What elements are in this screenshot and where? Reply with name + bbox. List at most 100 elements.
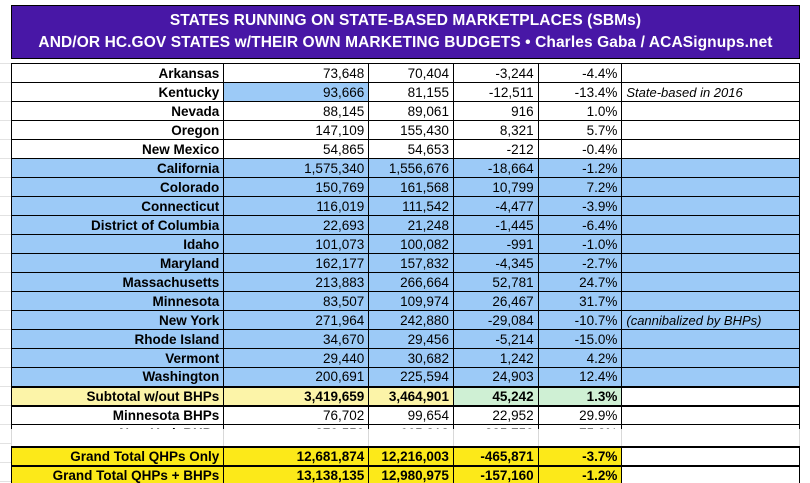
row-label-connecticut[interactable]: Connecticut bbox=[10, 196, 225, 216]
cell-percent-district-of-columbia[interactable]: -6.4% bbox=[537, 215, 623, 235]
row-label-arkansas[interactable]: Arkansas bbox=[10, 63, 225, 83]
table-row[interactable]: Colorado 150,769 161,568 10,799 7.2% bbox=[10, 177, 800, 197]
cell-difference-new-mexico[interactable]: -212 bbox=[452, 139, 539, 159]
cell-current-new-york[interactable]: 242,880 bbox=[368, 310, 454, 330]
row-label-washington[interactable]: Washington bbox=[10, 367, 225, 387]
table-row[interactable]: Grand Total QHPs Only 12,681,874 12,216,00… bbox=[10, 446, 800, 467]
row-label-new-mexico[interactable]: New Mexico bbox=[10, 139, 225, 159]
cell-note-maryland[interactable] bbox=[621, 253, 800, 273]
cell-note-minnesota[interactable] bbox=[621, 291, 800, 311]
cell-percent-nevada[interactable]: 1.0% bbox=[537, 101, 623, 121]
cell-current-minnesota[interactable]: 109,974 bbox=[368, 291, 454, 311]
table-row[interactable]: New Mexico 54,865 54,653 -212 -0.4% bbox=[10, 139, 800, 159]
table-row[interactable]: Minnesota BHPs 76,702 99,654 22,952 29.9% bbox=[10, 405, 800, 425]
cell-note-subtotal-w-out-bhps[interactable] bbox=[621, 385, 800, 407]
cell-current-idaho[interactable]: 100,082 bbox=[368, 234, 454, 254]
cell-difference-idaho[interactable]: -991 bbox=[452, 234, 539, 254]
table-row[interactable]: District of Columbia 22,693 21,248 -1,445 -6… bbox=[10, 215, 800, 235]
cell-difference-kentucky[interactable]: -12,511 bbox=[452, 82, 539, 102]
row-label-minnesota[interactable]: Minnesota bbox=[10, 291, 225, 311]
cell-current-subtotal-w-out-bhps[interactable]: 3,464,901 bbox=[368, 385, 454, 407]
cell-current-nevada[interactable]: 89,061 bbox=[368, 101, 454, 121]
cell-current-district-of-columbia[interactable]: 21,248 bbox=[368, 215, 454, 235]
cell-previous-minnesota-bhps[interactable]: 76,702 bbox=[223, 405, 370, 425]
cell-difference-grand-total-qhps-bhps[interactable]: -157,160 bbox=[452, 465, 539, 483]
cell-note-grand-total-qhps-only[interactable] bbox=[621, 446, 800, 467]
cell-current-washington[interactable]: 225,594 bbox=[368, 367, 454, 387]
row-label-oregon[interactable]: Oregon bbox=[10, 120, 225, 140]
cell-current-new-mexico[interactable]: 54,653 bbox=[368, 139, 454, 159]
cell-note-new-mexico[interactable] bbox=[621, 139, 800, 159]
cell-current-vermont[interactable]: 30,682 bbox=[368, 348, 454, 368]
row-label-grand-total-qhps-only[interactable]: Grand Total QHPs Only bbox=[10, 446, 225, 467]
cell-previous-washington[interactable]: 200,691 bbox=[223, 367, 370, 387]
cell-percent-oregon[interactable]: 5.7% bbox=[537, 120, 623, 140]
cell-note-washington[interactable] bbox=[621, 367, 800, 387]
table-row[interactable]: Rhode Island 34,670 29,456 -5,214 -15.0% bbox=[10, 329, 800, 349]
cell-difference-oregon[interactable]: 8,321 bbox=[452, 120, 539, 140]
table-row[interactable]: Connecticut 116,019 111,542 -4,477 -3.9% bbox=[10, 196, 800, 216]
row-label-kentucky[interactable]: Kentucky bbox=[10, 82, 225, 102]
cell-current-arkansas[interactable]: 70,404 bbox=[368, 63, 454, 83]
cell-previous-grand-total-qhps-only[interactable]: 12,681,874 bbox=[223, 446, 370, 467]
table-row[interactable]: Vermont 29,440 30,682 1,242 4.2% bbox=[10, 348, 800, 368]
cell-percent-massachusetts[interactable]: 24.7% bbox=[537, 272, 623, 292]
cell-difference-subtotal-w-out-bhps[interactable]: 45,242 bbox=[452, 385, 539, 407]
cell-note-arkansas[interactable] bbox=[621, 63, 800, 83]
cell-current-grand-total-qhps-only[interactable]: 12,216,003 bbox=[368, 446, 454, 467]
row-label-nevada[interactable]: Nevada bbox=[10, 101, 225, 121]
cell-note-grand-total-qhps-bhps[interactable] bbox=[621, 465, 800, 483]
cell-difference-new-york[interactable]: -29,084 bbox=[452, 310, 539, 330]
table-row[interactable]: Massachusetts 213,883 266,664 52,781 24.7% bbox=[10, 272, 800, 292]
table-row[interactable]: Subtotal w/out BHPs 3,419,659 3,464,901 45,… bbox=[10, 385, 800, 407]
cell-note-connecticut[interactable] bbox=[621, 196, 800, 216]
cell-difference-minnesota-bhps[interactable]: 22,952 bbox=[452, 405, 539, 425]
cell-difference-vermont[interactable]: 1,242 bbox=[452, 348, 539, 368]
cell-note-minnesota-bhps[interactable] bbox=[621, 405, 800, 425]
cell-previous-massachusetts[interactable]: 213,883 bbox=[223, 272, 370, 292]
cell-percent-connecticut[interactable]: -3.9% bbox=[537, 196, 623, 216]
table-row[interactable]: Kentucky 93,666 81,155 -12,511 -13.4% State-b… bbox=[10, 82, 800, 102]
cell-previous-grand-total-qhps-bhps[interactable]: 13,138,135 bbox=[223, 465, 370, 483]
cell-previous-district-of-columbia[interactable]: 22,693 bbox=[223, 215, 370, 235]
cell-percent-minnesota-bhps[interactable]: 29.9% bbox=[537, 405, 623, 425]
cell-difference-connecticut[interactable]: -4,477 bbox=[452, 196, 539, 216]
cell-percent-kentucky[interactable]: -13.4% bbox=[537, 82, 623, 102]
cell-previous-colorado[interactable]: 150,769 bbox=[223, 177, 370, 197]
row-label-california[interactable]: California bbox=[10, 158, 225, 178]
cell-note-rhode-island[interactable] bbox=[621, 329, 800, 349]
row-label-vermont[interactable]: Vermont bbox=[10, 348, 225, 368]
cell-previous-idaho[interactable]: 101,073 bbox=[223, 234, 370, 254]
cell-percent-subtotal-w-out-bhps[interactable]: 1.3% bbox=[537, 385, 623, 407]
row-label-district-of-columbia[interactable]: District of Columbia bbox=[10, 215, 225, 235]
row-label-grand-total-qhps-bhps[interactable]: Grand Total QHPs + BHPs bbox=[10, 465, 225, 483]
cell-previous-nevada[interactable]: 88,145 bbox=[223, 101, 370, 121]
cell-difference-rhode-island[interactable]: -5,214 bbox=[452, 329, 539, 349]
enrollment-table[interactable]: Arkansas 73,648 70,404 -3,244 -4.4% Kentucky 9… bbox=[10, 63, 800, 464]
cell-previous-vermont[interactable]: 29,440 bbox=[223, 348, 370, 368]
cell-previous-arkansas[interactable]: 73,648 bbox=[223, 63, 370, 83]
cell-note-district-of-columbia[interactable] bbox=[621, 215, 800, 235]
table-row[interactable]: Oregon 147,109 155,430 8,321 5.7% bbox=[10, 120, 800, 140]
cell-previous-minnesota[interactable]: 83,507 bbox=[223, 291, 370, 311]
row-label-colorado[interactable]: Colorado bbox=[10, 177, 225, 197]
table-row[interactable]: Nevada 88,145 89,061 916 1.0% bbox=[10, 101, 800, 121]
cell-note-kentucky[interactable]: State-based in 2016 bbox=[621, 82, 800, 102]
cell-percent-arkansas[interactable]: -4.4% bbox=[537, 63, 623, 83]
cell-note-nevada[interactable] bbox=[621, 101, 800, 121]
cell-percent-washington[interactable]: 12.4% bbox=[537, 367, 623, 387]
cell-note-california[interactable] bbox=[621, 158, 800, 178]
cell-current-connecticut[interactable]: 111,542 bbox=[368, 196, 454, 216]
cell-note-new-york[interactable]: (cannibalized by BHPs) bbox=[621, 310, 800, 330]
cell-previous-kentucky[interactable]: 93,666 bbox=[223, 82, 370, 102]
cell-previous-connecticut[interactable]: 116,019 bbox=[223, 196, 370, 216]
table-row[interactable]: Arkansas 73,648 70,404 -3,244 -4.4% bbox=[10, 63, 800, 83]
table-row[interactable]: New York 271,964 242,880 -29,084 -10.7% (cann… bbox=[10, 310, 800, 330]
cell-current-california[interactable]: 1,556,676 bbox=[368, 158, 454, 178]
cell-percent-vermont[interactable]: 4.2% bbox=[537, 348, 623, 368]
cell-difference-california[interactable]: -18,664 bbox=[452, 158, 539, 178]
cell-current-maryland[interactable]: 157,832 bbox=[368, 253, 454, 273]
row-label-new-york[interactable]: New York bbox=[10, 310, 225, 330]
table-row[interactable]: Washington 200,691 225,594 24,903 12.4% bbox=[10, 367, 800, 387]
cell-previous-california[interactable]: 1,575,340 bbox=[223, 158, 370, 178]
